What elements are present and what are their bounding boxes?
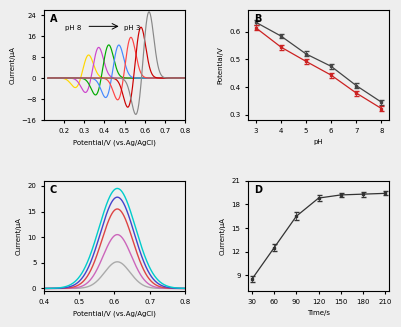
X-axis label: Potential/V (vs.Ag/AgCl): Potential/V (vs.Ag/AgCl): [73, 139, 156, 146]
Y-axis label: Current/μA: Current/μA: [10, 46, 16, 84]
Text: pH 3: pH 3: [124, 25, 141, 31]
X-axis label: Time/s: Time/s: [307, 310, 330, 316]
Y-axis label: Current/μA: Current/μA: [220, 217, 226, 255]
X-axis label: Potential/V (vs.Ag/AgCl): Potential/V (vs.Ag/AgCl): [73, 310, 156, 317]
Text: D: D: [254, 185, 262, 195]
Y-axis label: Current/μA: Current/μA: [16, 217, 22, 255]
X-axis label: pH: pH: [314, 139, 323, 145]
Text: B: B: [254, 14, 261, 24]
Text: pH 8: pH 8: [65, 25, 81, 31]
Y-axis label: Potential/V: Potential/V: [218, 46, 224, 84]
Text: C: C: [50, 185, 57, 195]
Text: A: A: [50, 14, 57, 24]
